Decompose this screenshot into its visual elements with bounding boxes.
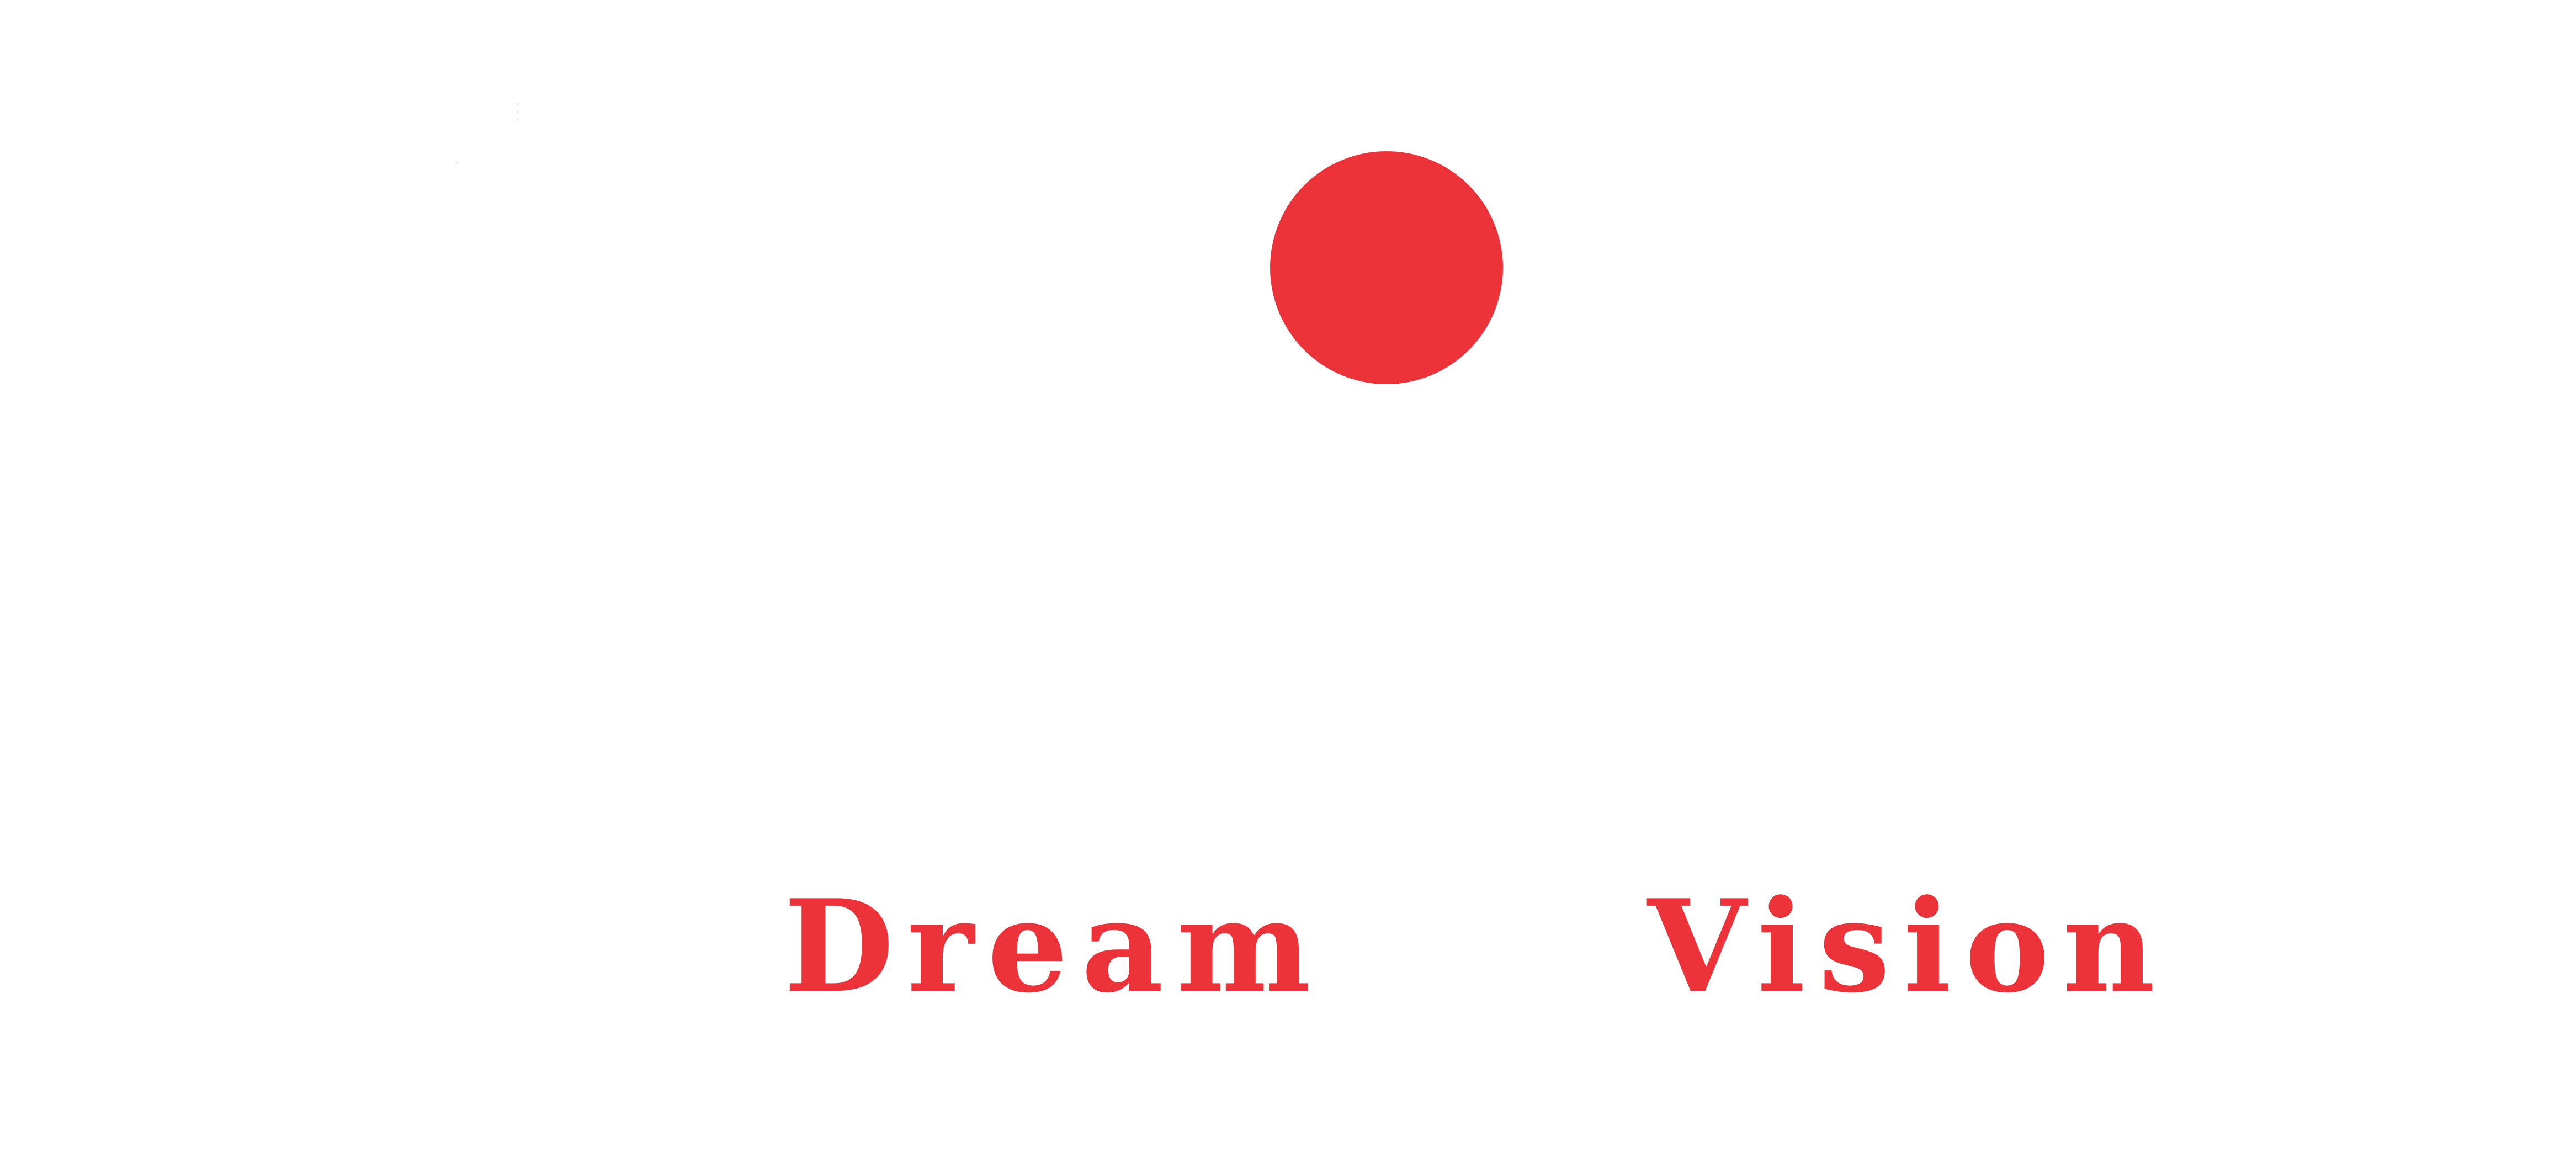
speck-mark <box>516 110 519 114</box>
red-circle-icon <box>1270 151 1503 384</box>
speck-mark <box>516 118 519 121</box>
logo-word-dream: Dream <box>784 872 1325 1021</box>
speck-mark <box>455 161 458 164</box>
logo-word-vision: Vision <box>1648 872 2169 1021</box>
speck-mark <box>516 103 519 106</box>
